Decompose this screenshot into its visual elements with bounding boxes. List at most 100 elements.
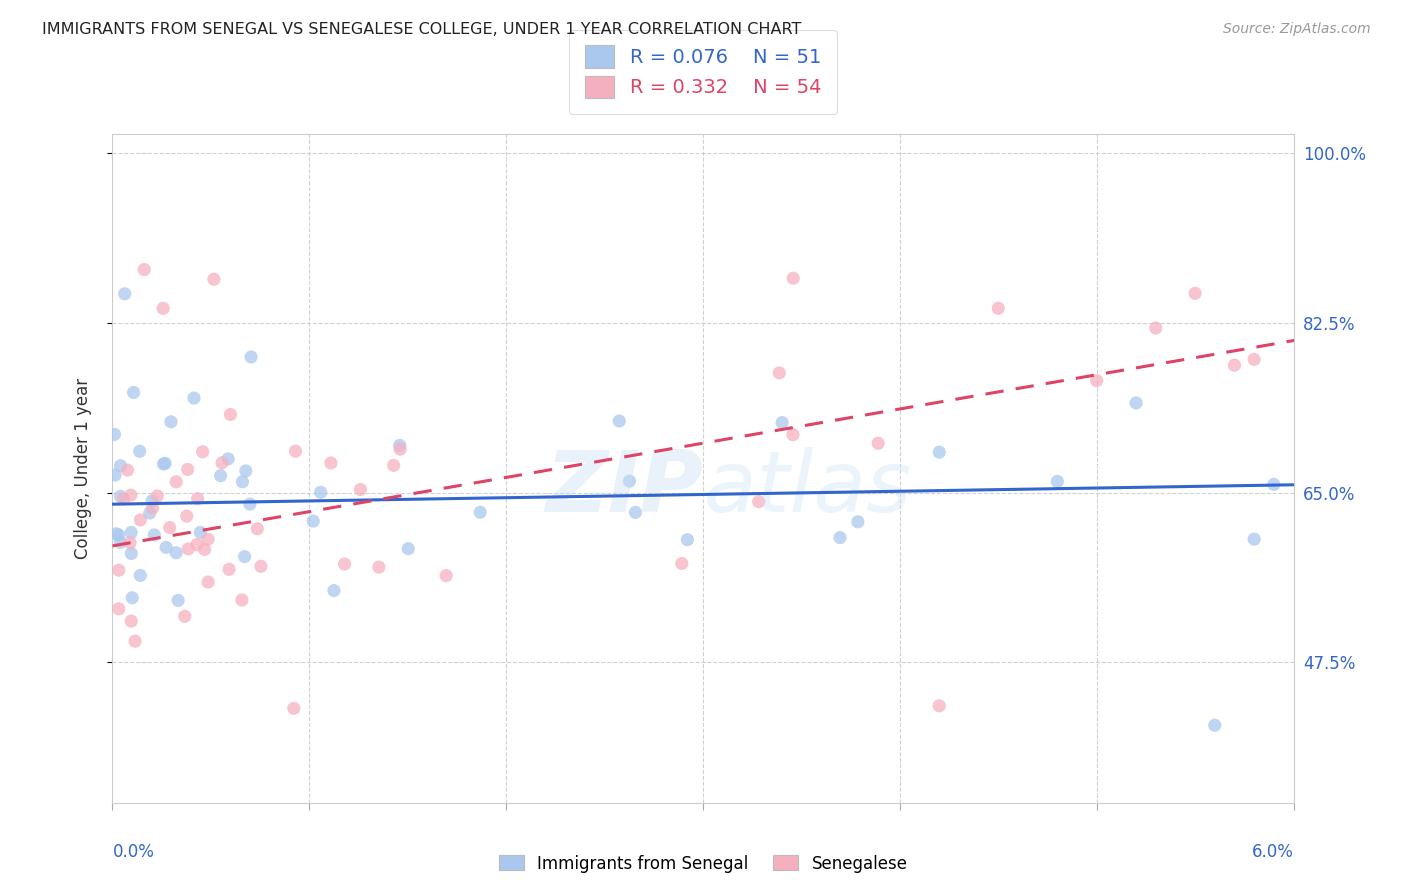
Point xyxy=(211,456,233,470)
Point xyxy=(114,286,136,301)
Point xyxy=(202,272,225,286)
Point xyxy=(120,525,142,540)
Point xyxy=(121,591,143,605)
Text: 0.0%: 0.0% xyxy=(112,843,155,861)
Point xyxy=(333,557,356,571)
Point xyxy=(1243,352,1265,367)
Point xyxy=(120,488,142,502)
Point xyxy=(388,438,411,452)
Point xyxy=(107,602,129,616)
Point xyxy=(107,563,129,577)
Point xyxy=(142,501,165,516)
Point xyxy=(1184,286,1206,301)
Point xyxy=(160,415,183,429)
Point xyxy=(105,526,128,541)
Point xyxy=(367,560,389,574)
Point xyxy=(112,491,135,506)
Point xyxy=(235,464,257,478)
Point xyxy=(117,463,139,477)
Point xyxy=(120,535,142,549)
Point xyxy=(748,494,770,508)
Point xyxy=(141,494,163,508)
Point xyxy=(1125,396,1147,410)
Point xyxy=(987,301,1010,316)
Point xyxy=(128,444,150,458)
Point xyxy=(176,509,198,524)
Point xyxy=(240,350,263,364)
Point xyxy=(676,533,699,547)
Point xyxy=(619,474,641,488)
Point xyxy=(209,468,232,483)
Text: 6.0%: 6.0% xyxy=(1251,843,1294,861)
Point xyxy=(110,458,132,473)
Text: atlas: atlas xyxy=(703,447,911,530)
Point xyxy=(197,533,219,547)
Point xyxy=(129,568,152,582)
Point xyxy=(188,525,211,540)
Point xyxy=(124,634,146,648)
Point xyxy=(928,698,950,713)
Point xyxy=(103,427,125,442)
Point xyxy=(309,485,332,500)
Point xyxy=(120,547,142,561)
Point xyxy=(134,262,156,277)
Point xyxy=(191,444,214,458)
Point xyxy=(219,408,242,422)
Point xyxy=(782,427,804,442)
Point xyxy=(770,416,793,430)
Point xyxy=(1223,358,1246,372)
Point xyxy=(110,535,132,549)
Point xyxy=(782,271,804,285)
Point xyxy=(186,538,208,552)
Point xyxy=(231,475,253,489)
Point xyxy=(624,505,647,519)
Point xyxy=(1243,532,1265,546)
Point xyxy=(846,515,869,529)
Point xyxy=(165,546,187,560)
Point xyxy=(173,609,195,624)
Point xyxy=(218,562,240,576)
Point xyxy=(122,385,145,400)
Point xyxy=(153,456,176,470)
Point xyxy=(434,568,457,582)
Text: IMMIGRANTS FROM SENEGAL VS SENEGALESE COLLEGE, UNDER 1 YEAR CORRELATION CHART: IMMIGRANTS FROM SENEGAL VS SENEGALESE CO… xyxy=(42,22,801,37)
Point xyxy=(152,457,174,471)
Point xyxy=(302,514,325,528)
Point xyxy=(197,575,219,590)
Point xyxy=(1085,374,1108,388)
Point xyxy=(194,542,217,557)
Point xyxy=(1263,477,1285,491)
Point xyxy=(1204,718,1226,732)
Point xyxy=(217,451,239,466)
Point xyxy=(183,391,205,405)
Point xyxy=(143,528,166,542)
Point xyxy=(828,531,851,545)
Point xyxy=(239,497,262,511)
Point xyxy=(159,520,181,534)
Text: ZIP: ZIP xyxy=(546,447,703,530)
Point xyxy=(470,505,492,519)
Point xyxy=(233,549,256,564)
Point xyxy=(382,458,405,473)
Point xyxy=(104,468,127,483)
Point xyxy=(389,442,412,457)
Point xyxy=(167,593,190,607)
Point xyxy=(155,541,177,555)
Point xyxy=(928,445,950,459)
Point xyxy=(139,506,162,520)
Point xyxy=(176,462,198,476)
Legend: R = 0.076    N = 51, R = 0.332    N = 54: R = 0.076 N = 51, R = 0.332 N = 54 xyxy=(569,29,837,113)
Point xyxy=(177,541,200,556)
Point xyxy=(231,593,253,607)
Point xyxy=(396,541,419,556)
Point xyxy=(152,301,174,316)
Point xyxy=(1046,475,1069,489)
Point xyxy=(146,489,169,503)
Point xyxy=(110,489,132,503)
Point xyxy=(349,483,371,497)
Point xyxy=(283,701,305,715)
Point xyxy=(120,614,142,628)
Point xyxy=(868,436,890,450)
Point xyxy=(284,444,307,458)
Point xyxy=(165,475,187,489)
